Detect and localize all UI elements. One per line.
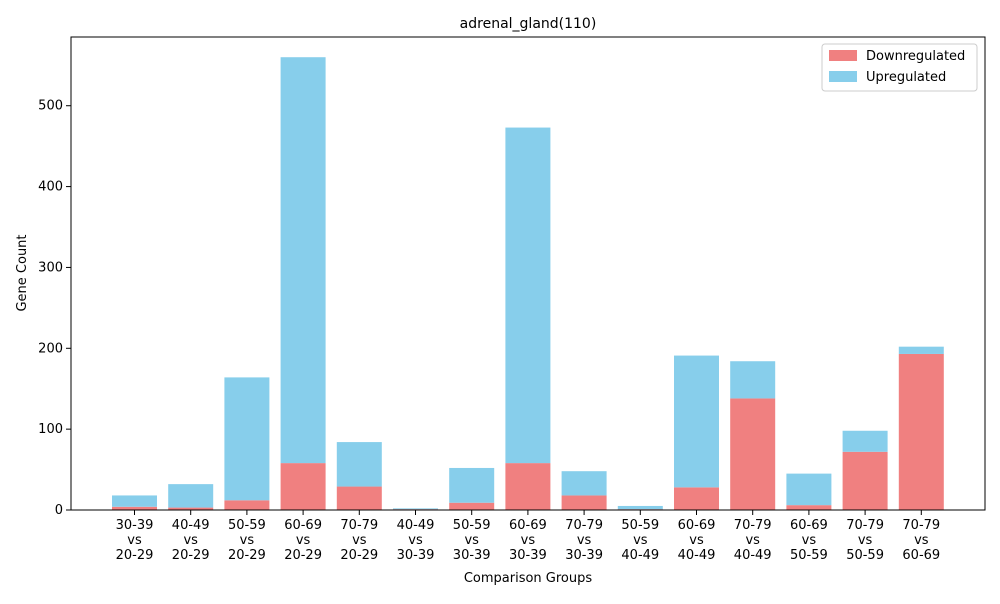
x-tick-label: vs [408,533,423,548]
x-tick-label: 70-79 [734,518,772,533]
legend-box [821,43,978,92]
upregulated-bar [280,57,326,464]
x-tick-label: 70-79 [902,518,940,533]
x-tick-label: 30-39 [565,548,603,563]
x-tick-label: vs [633,533,648,548]
x-tick-label: 60-69 [284,518,322,533]
x-tick-label: 40-49 [621,548,659,563]
y-axis-label: Gene Count [15,234,30,311]
x-tick-label: vs [352,533,367,548]
upregulated-bar [449,467,495,503]
x-axis-label: Comparison Groups [464,571,593,586]
x-tick-label: vs [127,533,142,548]
downregulated-bar [561,495,607,510]
x-tick-label: vs [745,533,760,548]
x-tick-label: 50-59 [228,518,266,533]
x-tick-label: 40-49 [172,518,210,533]
x-tick-label: vs [858,533,873,548]
y-tick-label: 200 [38,341,63,356]
x-tick-label: 30-39 [116,518,154,533]
upregulated-bar [561,471,607,496]
downregulated-bar [336,486,382,510]
legend: Downregulated Upregulated [821,43,978,92]
y-axis: 0 100 200 300 400 500 [38,99,71,518]
x-tick-label: 20-29 [340,548,378,563]
x-tick-label: 20-29 [116,548,154,563]
upregulated-bar [224,377,270,501]
downregulated-bar [842,451,888,510]
upregulated-bar [505,127,551,464]
downregulated-bar [730,398,776,510]
chart-title: adrenal_gland(110) [460,16,597,32]
x-tick-label: 50-59 [846,548,884,563]
x-tick-label: vs [183,533,198,548]
upregulated-bar [842,430,888,452]
downregulated-bar [280,463,326,510]
x-tick-label: vs [914,533,929,548]
legend-label: Upregulated [866,70,946,85]
x-tick-label: 30-39 [509,548,547,563]
downregulated-legend-swatch [829,50,857,61]
upregulated-bar [786,473,832,506]
upregulated-bar [168,484,214,508]
x-tick-label: 40-49 [397,518,435,533]
y-tick-label: 500 [38,99,63,114]
downregulated-bar [674,487,719,510]
upregulated-bar [898,346,944,354]
x-tick-label: vs [802,533,817,548]
y-tick-label: 300 [38,260,63,275]
upregulated-bar [393,508,438,510]
legend-label: Downregulated [866,49,965,64]
x-tick-label: 60-69 [678,518,716,533]
x-tick-label: 20-29 [172,548,210,563]
downregulated-bar [898,353,944,510]
x-tick-label: 60-69 [902,548,940,563]
upregulated-legend-swatch [829,71,857,82]
downregulated-bar [112,506,157,510]
downregulated-bar [224,500,270,510]
upregulated-bar [112,495,157,507]
x-tick-label: 70-79 [340,518,378,533]
y-tick-label: 0 [55,503,63,518]
x-tick-label: 30-39 [453,548,491,563]
x-tick-label: 50-59 [790,548,828,563]
y-tick-label: 400 [38,180,63,195]
x-tick-label: 50-59 [621,518,659,533]
x-tick-label: vs [689,533,704,548]
x-tick-label: vs [521,533,536,548]
upregulated-bar [730,361,776,399]
x-tick-label: vs [296,533,311,548]
downregulated-bar [449,502,495,510]
x-tick-label: 70-79 [565,518,603,533]
x-tick-label: vs [464,533,479,548]
x-tick-label: 60-69 [509,518,547,533]
upregulated-bar [336,442,382,487]
x-tick-label: 40-49 [734,548,772,563]
upregulated-bar [617,505,663,510]
x-tick-label: 30-39 [397,548,435,563]
x-tick-label: vs [240,533,255,548]
x-tick-label: 60-69 [790,518,828,533]
x-tick-label: 20-29 [228,548,266,563]
x-tick-label: vs [577,533,592,548]
x-tick-label: 50-59 [453,518,491,533]
x-tick-label: 40-49 [678,548,716,563]
bars-layer [112,57,944,510]
downregulated-bar [786,505,832,510]
downregulated-bar [168,507,214,510]
x-tick-label: 70-79 [846,518,884,533]
x-axis: 30-39vs20-2940-49vs20-2950-59vs20-2960-6… [116,510,940,563]
upregulated-bar [674,355,719,488]
x-tick-label: 20-29 [284,548,322,563]
y-tick-label: 100 [38,422,63,437]
downregulated-bar [505,463,551,510]
